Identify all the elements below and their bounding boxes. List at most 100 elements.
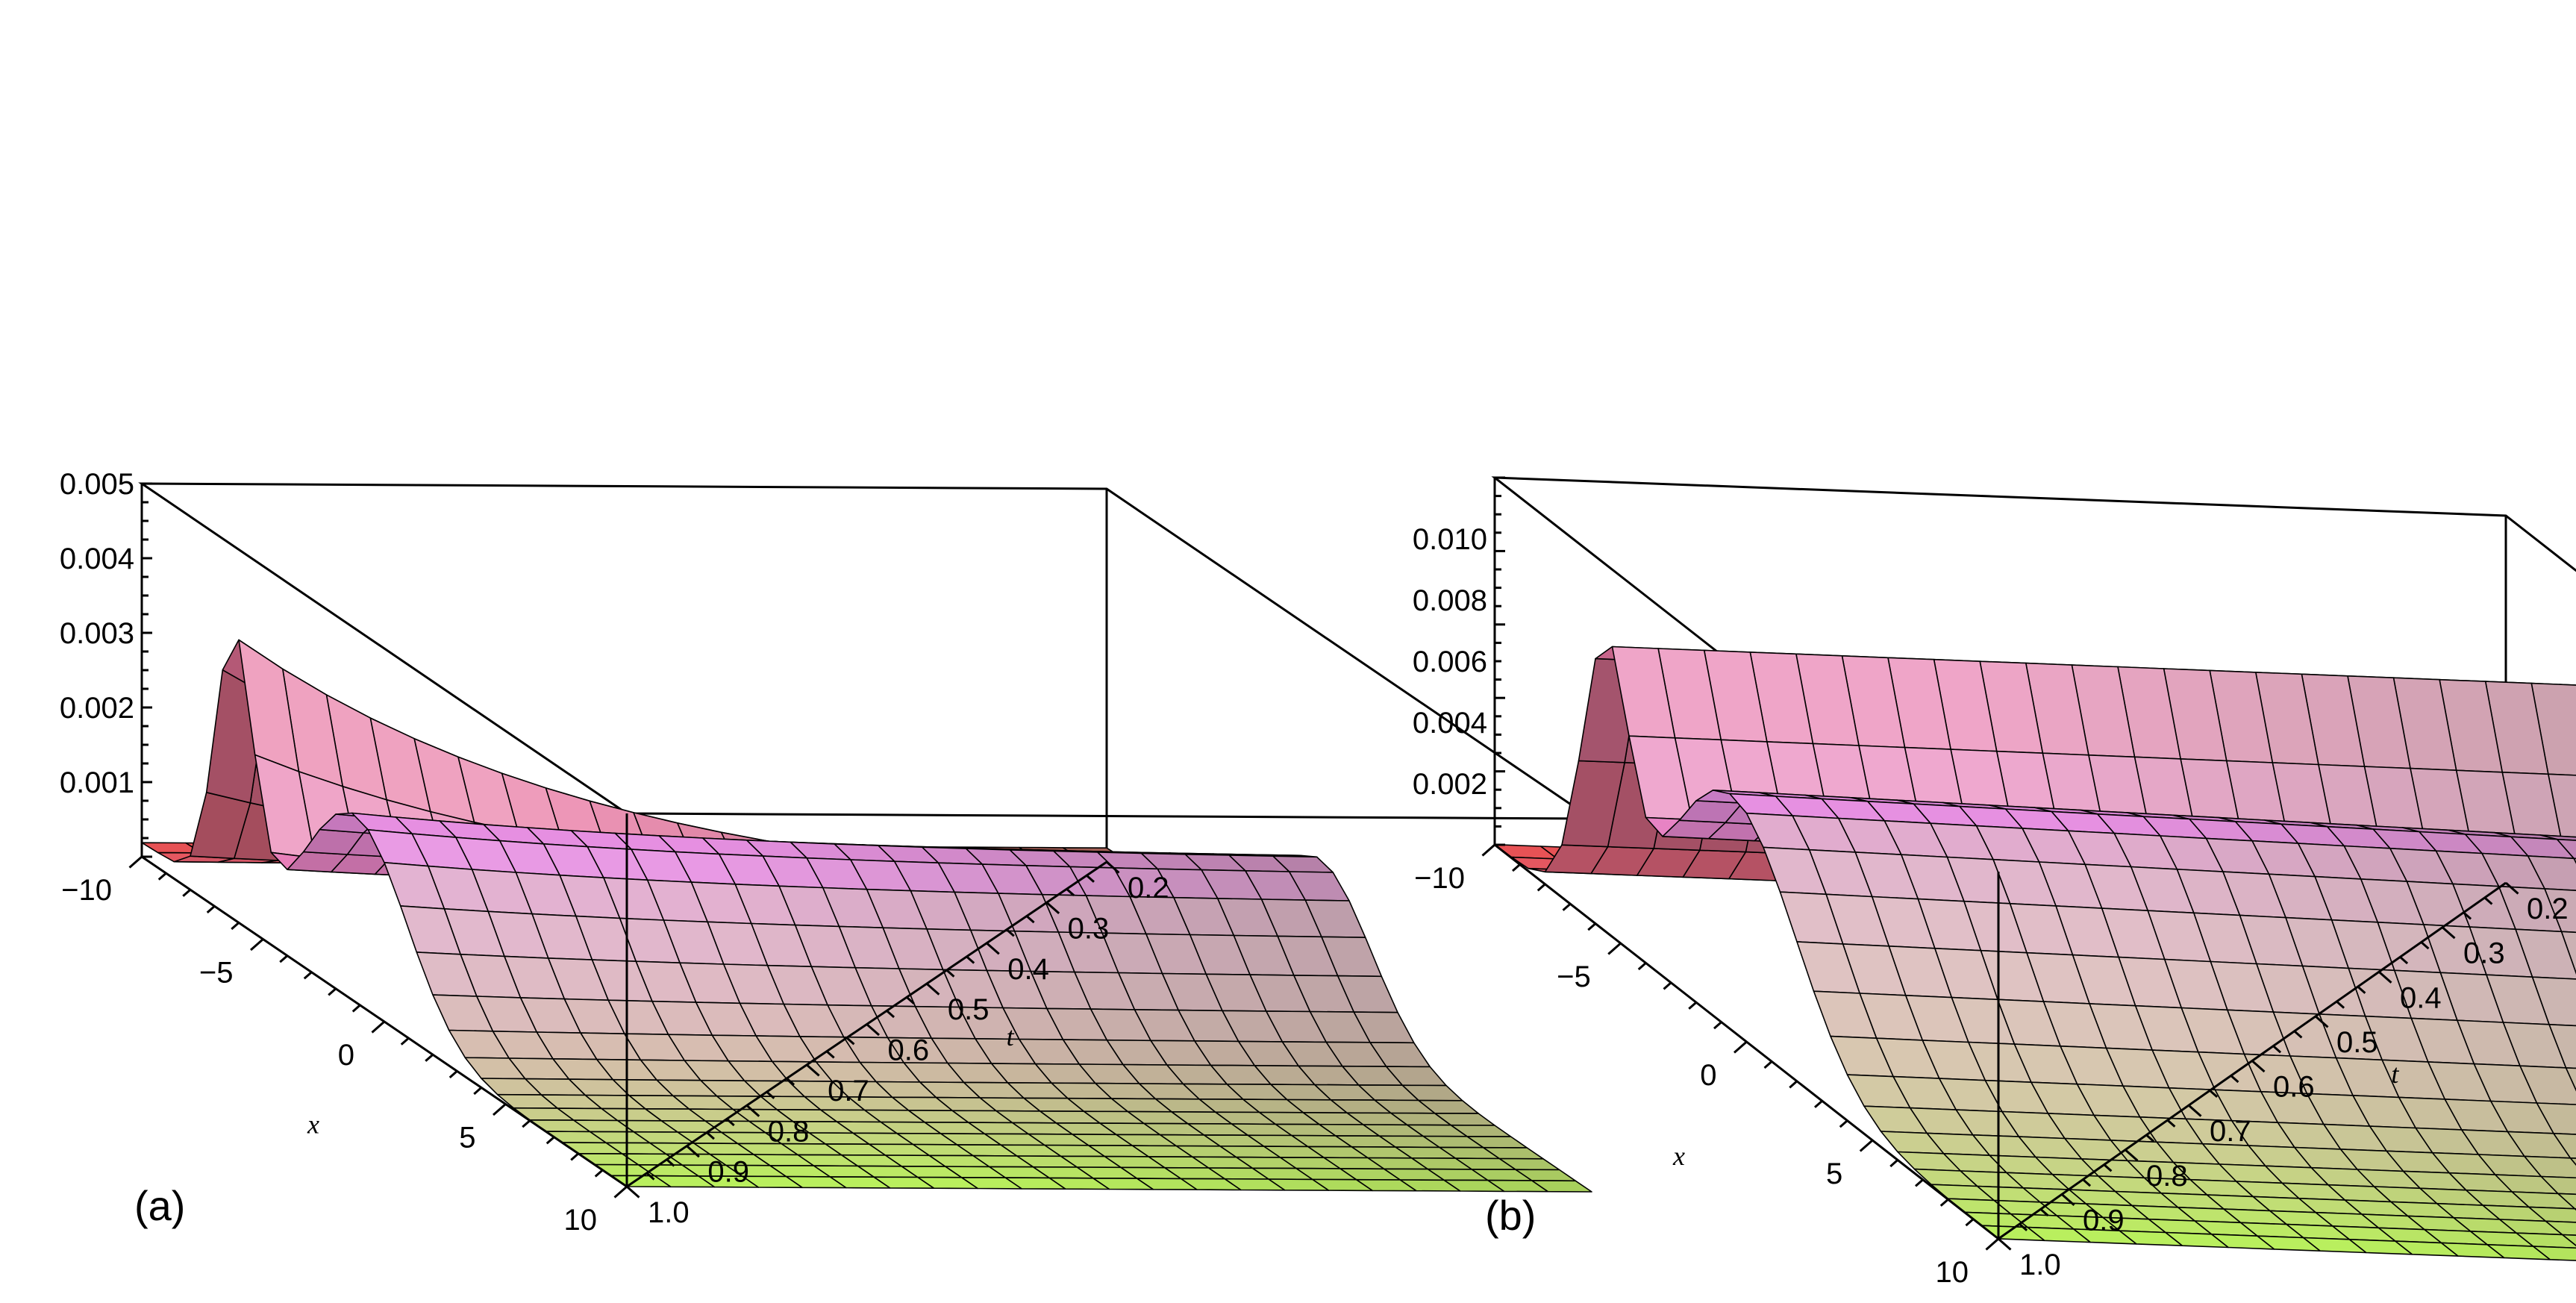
t-tick-label: 0.2 [2527,893,2569,925]
t-axis-label: t [2391,1059,2399,1089]
t-tick [2378,971,2392,984]
panel-label: (b) [1485,1192,1536,1239]
t-tick-label: 0.5 [948,993,990,1026]
x-tick [1839,1119,1848,1128]
t-tick [1998,1237,2012,1251]
t-axis-ticks: 0.2 0.3 0.4 0.5 0.6 0.7 0.8 0.9 1.0 [1998,881,2569,1281]
t-tick [806,1063,820,1077]
t-tick [986,942,1000,955]
surface [1494,646,2576,1261]
t-tick-label: 0.4 [2400,981,2442,1014]
x-tick [1713,1021,1722,1030]
t-tick [1086,874,1095,883]
t-axis-ticks: 0.2 0.3 0.4 0.5 0.6 0.7 0.8 0.9 1.0 [626,860,1169,1229]
t-tick [2336,1000,2345,1009]
x-tick [613,1185,628,1199]
t-tick [945,969,955,978]
x-tick [1688,1002,1697,1010]
x-tick [1481,843,1495,857]
t-tick-label: 0.6 [2273,1071,2315,1104]
panel-label: (a) [134,1182,185,1229]
x-tick [425,1054,434,1062]
x-tick [570,1152,579,1161]
t-tick [886,1010,895,1019]
x-tick [400,1037,410,1046]
x-tick-label: 10 [564,1204,598,1237]
x-tick [1562,903,1572,911]
t-tick-label: 0.5 [2336,1026,2378,1059]
x-tick [182,889,191,897]
x-tick [1512,863,1521,872]
t-tick-label: 0.3 [1068,912,1110,945]
t-tick [2082,1178,2092,1187]
t-tick [925,982,940,996]
t-tick [686,1145,700,1158]
surface [141,639,1592,1193]
x-tick [1763,1060,1773,1069]
t-tick [2251,1060,2266,1073]
x-tick [1889,1159,1898,1168]
t-tick [2230,1075,2239,1084]
x-tick [371,1020,385,1034]
t-tick [786,1077,795,1086]
x-tick [157,872,167,881]
t-tick-label: 0.8 [768,1115,810,1148]
x-tick [1587,922,1596,931]
t-tick [2272,1045,2282,1054]
z-tick-label: 0.004 [1413,707,1487,740]
t-tick [845,1037,855,1046]
t-tick [2442,926,2456,940]
x-tick [1663,981,1672,990]
x-tick-label: 5 [1826,1157,1842,1190]
t-tick [2061,1193,2075,1207]
t-tick-label: 0.7 [2210,1115,2251,1148]
x-tick [250,938,264,952]
t-tick [866,1023,880,1037]
x-tick [1965,1218,1975,1227]
t-tick-label: 1.0 [2019,1249,2061,1281]
x-tick [545,1136,555,1145]
z-tick-label: 0.006 [1413,646,1487,678]
t-tick [745,1104,760,1117]
x-tick [303,971,313,980]
x-tick-label: 0 [338,1039,354,1072]
t-tick [825,1050,835,1059]
x-tick [206,905,216,914]
z-axis-ticks: 0.002 0.004 0.006 0.008 0.010 [1413,476,1505,846]
z-axis-ticks: 0.001 0.002 0.003 0.004 0.005 [60,468,152,858]
t-tick-label: 0.9 [707,1156,749,1189]
x-tick [493,1103,507,1116]
t-tick [766,1090,775,1099]
t-tick [1006,928,1015,937]
z-tick-label: 0.002 [60,692,134,725]
x-axis-label: x [1672,1141,1685,1171]
t-tick [2483,896,2493,905]
t-tick [626,1185,640,1199]
x-tick [279,954,288,963]
x-tick [1637,962,1647,971]
t-tick [2399,956,2409,965]
t-tick [2315,1015,2329,1028]
t-tick-label: 0.6 [888,1034,930,1067]
x-tick [128,855,143,869]
t-tick [2145,1134,2155,1143]
t-tick-label: 1.0 [648,1196,690,1229]
x-tick [351,1004,361,1013]
panel-b: 0.0020.0040.0060.0080.010−10−50510x0.20.… [1413,476,2576,1289]
t-tick [1106,860,1120,874]
x-tick [1734,1040,1748,1054]
t-tick [906,996,915,1004]
z-tick-label: 0.002 [1413,768,1487,801]
x-tick [1859,1139,1874,1152]
x-tick [231,922,240,931]
x-tick [1814,1100,1823,1108]
t-tick [1066,888,1075,896]
x-tick [1607,942,1622,955]
t-tick [2039,1208,2049,1216]
t-axis-label: t [1007,1022,1015,1052]
t-tick-label: 0.7 [828,1075,869,1107]
t-tick [666,1158,675,1167]
x-tick [522,1119,531,1128]
t-tick [2505,881,2519,895]
